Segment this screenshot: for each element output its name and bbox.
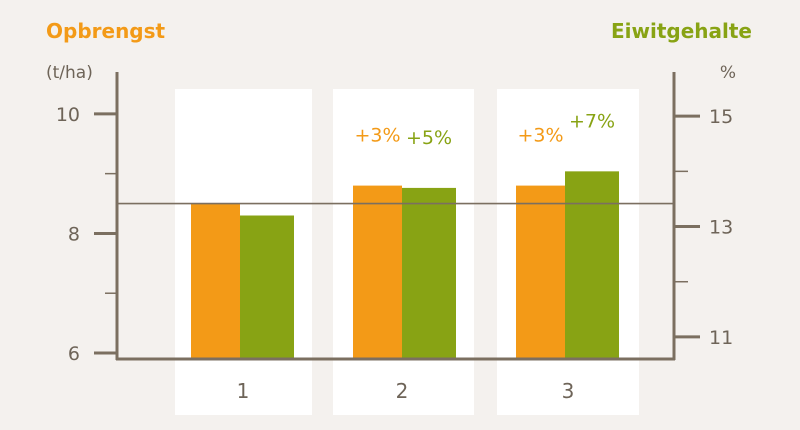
- data-label-eiwit-2: +5%: [406, 127, 452, 149]
- bar-opbrengst-3: [516, 185, 565, 359]
- data-label-opbrengst-3: +3%: [517, 125, 563, 147]
- left-tick-label-8: 8: [68, 223, 80, 245]
- bar-opbrengst-1: [191, 203, 240, 359]
- right-tick-label-13: 13: [709, 217, 733, 239]
- left-axis-title: Opbrengst: [46, 19, 166, 43]
- bar-opbrengst-2: [353, 185, 402, 359]
- right-tick-label-11: 11: [709, 327, 733, 349]
- right-tick-label-15: 15: [709, 106, 733, 128]
- right-axis-unit: %: [720, 63, 736, 83]
- left-tick-label-10: 10: [56, 104, 80, 126]
- data-label-opbrengst-2: +3%: [354, 125, 400, 147]
- bar-eiwit-1: [240, 215, 294, 359]
- right-axis-title: Eiwitgehalte: [611, 19, 752, 43]
- left-axis-unit: (t/ha): [46, 63, 93, 83]
- left-tick-label-6: 6: [68, 343, 80, 365]
- bar-eiwit-3: [565, 171, 619, 359]
- category-label-2: 2: [396, 379, 409, 403]
- data-label-eiwit-3: +7%: [569, 110, 615, 132]
- bar-eiwit-2: [402, 187, 456, 359]
- category-label-1: 1: [237, 379, 250, 403]
- labels: Opbrengst Eiwitgehalte (t/ha) %: [46, 19, 752, 83]
- category-label-3: 3: [562, 379, 575, 403]
- axes: 6 8 10 11 13 15 1 2 3: [56, 72, 733, 403]
- bars: +3% +5% +3% +7%: [191, 110, 619, 359]
